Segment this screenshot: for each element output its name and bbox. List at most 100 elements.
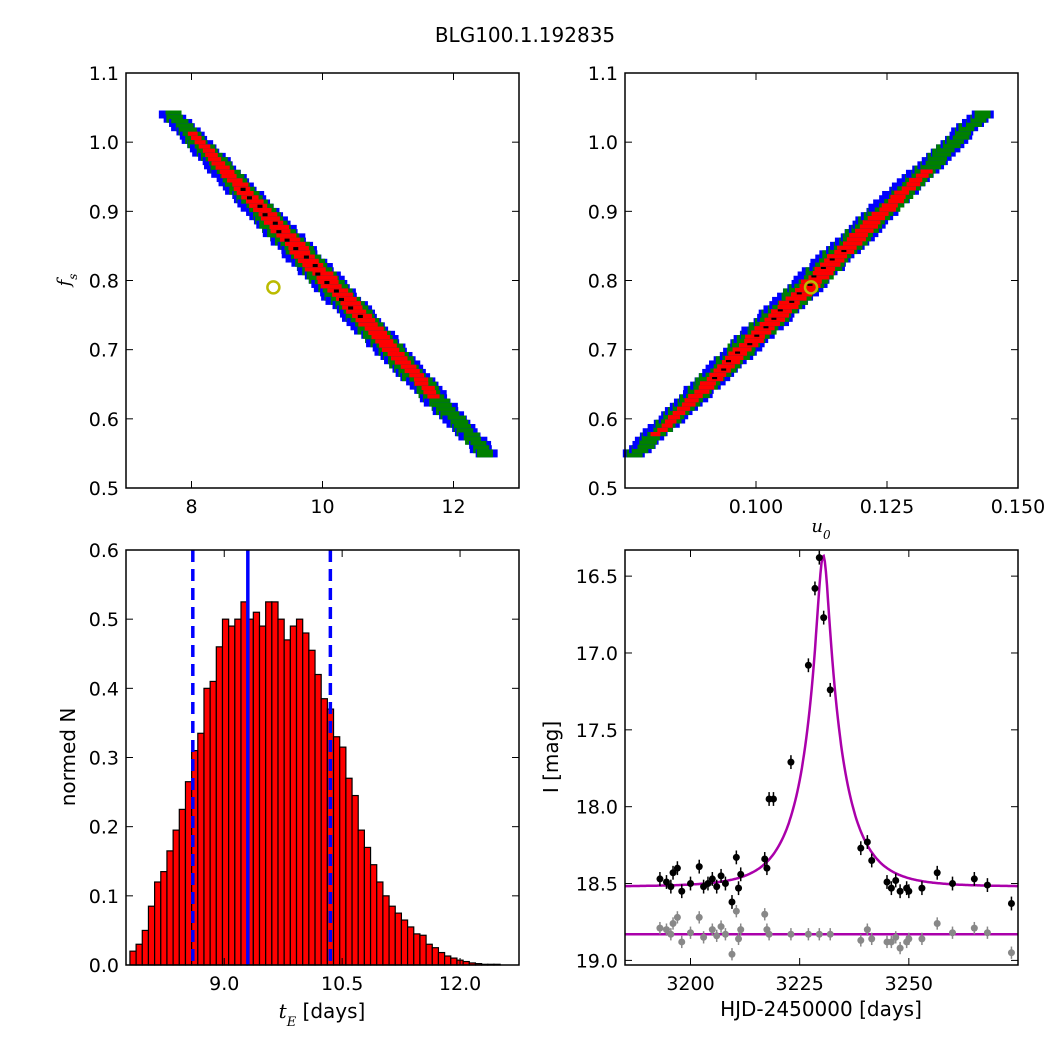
y-tick-label: 0.7 [588, 340, 618, 362]
posterior-cell [862, 216, 881, 225]
posterior-cell [171, 118, 189, 127]
posterior-cell [661, 419, 673, 428]
data-point [673, 864, 681, 872]
histogram-bar [450, 957, 458, 966]
y-tick-label: 0.5 [588, 478, 618, 500]
posterior-cell [667, 411, 681, 420]
residual-point [695, 913, 703, 921]
histogram-bar [160, 871, 168, 966]
histogram-bar [141, 929, 150, 966]
data-point [887, 884, 895, 892]
plot-frame [624, 549, 1019, 966]
x-tick-label: 10.5 [321, 973, 363, 995]
posterior-cell [890, 190, 906, 199]
posterior-cell [246, 199, 264, 208]
posterior-cell [641, 432, 660, 441]
posterior-cell [777, 301, 799, 310]
data-point [656, 875, 664, 883]
posterior-cell [394, 360, 411, 369]
posterior-cell [965, 118, 982, 127]
best-fit-marker [803, 280, 819, 295]
histogram-bar [437, 951, 446, 966]
posterior-cell [400, 364, 417, 373]
histogram-bar [425, 943, 433, 966]
y-tick-label: 19.0 [576, 950, 618, 972]
histogram-bar [320, 698, 328, 966]
x-tick-label: 0.100 [729, 496, 783, 518]
histogram-bar [234, 618, 242, 966]
data-point [728, 898, 736, 906]
residual-point [687, 929, 694, 937]
data-point [669, 869, 677, 877]
posterior-cell [303, 255, 309, 261]
data-point [761, 855, 769, 863]
residual-point [896, 944, 904, 952]
y-tick-label: 0.6 [89, 409, 119, 431]
data-point [811, 584, 819, 592]
posterior-cell [379, 343, 397, 352]
posterior-cell [920, 161, 942, 170]
posterior-cell [920, 165, 933, 174]
posterior-cell [429, 398, 450, 407]
residual-point [983, 929, 991, 937]
posterior-cell [681, 398, 696, 407]
posterior-cell [688, 390, 703, 399]
posterior-cell [725, 351, 744, 360]
posterior-cell [717, 360, 735, 369]
histogram-bar [345, 777, 353, 966]
histogram-bar [431, 947, 440, 966]
posterior-cell [246, 196, 252, 202]
data-point [970, 875, 978, 883]
posterior-cell [785, 292, 807, 301]
data-point [815, 554, 823, 562]
histogram-bar [283, 639, 291, 966]
posterior-cell [732, 343, 752, 352]
posterior-cell [269, 224, 290, 233]
histogram-bar [271, 601, 279, 966]
posterior-cell [650, 428, 661, 437]
data-point [713, 883, 721, 891]
histogram-bar [295, 618, 304, 966]
histogram-bar [289, 625, 298, 966]
fs-vs-u0-panel: 0.100 0.125 0.150 0.5 0.6 0.7 0.8 0.9 1.0 1.1 u0 [588, 63, 1045, 542]
data-point [933, 869, 941, 877]
residual-point [765, 930, 773, 938]
posterior-cell [288, 246, 309, 255]
data-point [949, 880, 956, 888]
histogram-bar [178, 808, 187, 966]
data-point [820, 614, 828, 622]
posterior-cell [637, 440, 655, 449]
y-tick-label: 0.2 [89, 817, 119, 839]
posterior-cell [423, 390, 437, 399]
posterior-cell [946, 135, 964, 144]
residual-point [721, 930, 729, 938]
data-point [735, 884, 743, 892]
posterior-cell [906, 178, 921, 187]
posterior-cell [639, 436, 657, 445]
data-point [892, 876, 900, 884]
posterior-cell [221, 174, 237, 183]
residual-point [761, 910, 769, 918]
residual-point [804, 930, 812, 938]
posterior-cell [166, 114, 183, 123]
residual-point [662, 926, 670, 934]
posterior-cell [304, 267, 326, 276]
posterior-cell [440, 411, 460, 420]
posterior-cell [709, 368, 727, 377]
posterior-cell [272, 221, 278, 227]
best-fit-marker [266, 280, 281, 295]
posterior-cell [837, 241, 857, 250]
posterior-cell [849, 229, 868, 238]
x-tick-label: 3200 [666, 973, 714, 995]
histogram-bar [419, 934, 427, 966]
posterior-cell [970, 114, 987, 123]
data-point [678, 887, 686, 895]
posterior-cell [262, 213, 268, 219]
y-tick-label: 0.0 [89, 955, 119, 977]
data-point [667, 883, 675, 891]
posterior-cell [232, 182, 249, 191]
residual-point [918, 935, 926, 943]
posterior-cell [800, 275, 822, 284]
posterior-cell [413, 377, 429, 386]
residual-point [868, 935, 876, 943]
